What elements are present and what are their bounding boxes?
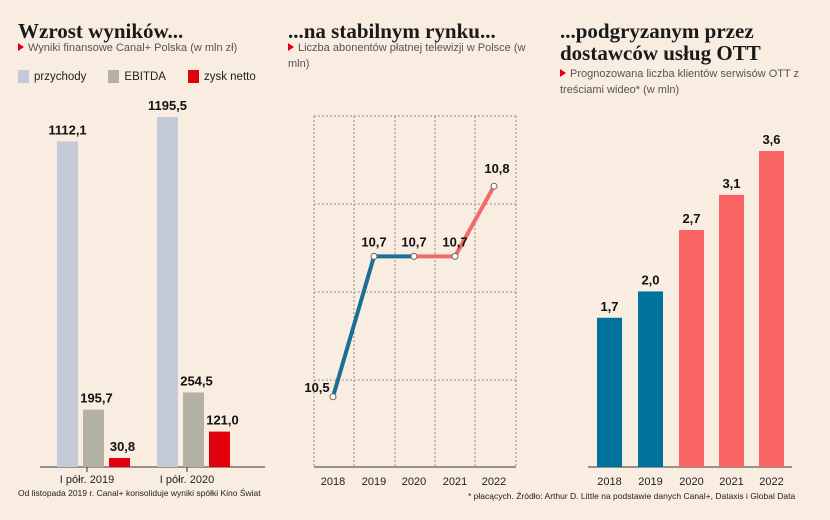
red-triangle-icon	[288, 43, 294, 52]
legend-swatch-ebitda	[108, 70, 120, 83]
chart3-x-label: 2021	[719, 476, 743, 488]
panel2-title: ...na stabilnym rynku...	[288, 19, 496, 43]
legend-item-ebitda: EBITDA	[108, 70, 166, 83]
red-triangle-icon	[18, 43, 24, 52]
chart3-value-label: 2,7	[682, 211, 700, 226]
chart1-value-label: 195,7	[80, 391, 113, 406]
chart2-x-label: 2021	[443, 476, 467, 488]
chart1-bar-przychody-0	[57, 141, 78, 467]
panel1-legend: przychody EBITDA zysk netto	[18, 70, 278, 83]
chart1-value-label: 254,5	[180, 373, 213, 388]
chart2-point-2019	[370, 252, 378, 260]
panel3-subtitle-text: Prognozowana liczba klientów serwisów OT…	[560, 68, 800, 96]
chart2-x-label: 2018	[321, 476, 345, 488]
chart3-bar-2020	[679, 230, 704, 467]
chart1-bar-zysk-netto-0	[109, 457, 130, 467]
panel2-subtitle-text: Liczba abonentów płatnej telewizji w Pol…	[288, 42, 526, 70]
legend-label-revenue: przychody	[34, 70, 87, 83]
chart1-value-label: 1112,1	[48, 122, 86, 137]
chart3-value-label: 1,7	[600, 299, 618, 314]
panel3-title-line2: dostawców usług OTT	[560, 41, 761, 65]
legend-swatch-net-profit	[187, 70, 199, 83]
chart1-bar-zysk-netto-1	[209, 431, 230, 467]
chart2-point-2020	[410, 252, 418, 260]
chart2-value-label: 10,8	[484, 161, 509, 176]
chart1-category-label: I półr. 2020	[160, 474, 214, 486]
chart3-value-label: 2,0	[641, 272, 659, 287]
chart3-bar-2019	[638, 291, 663, 467]
legend-item-revenue: przychody	[18, 70, 86, 83]
legend-label-net-profit: zysk netto	[203, 70, 256, 83]
chart2-value-label: 10,7	[361, 234, 386, 249]
chart3-bar-2018	[597, 317, 622, 467]
chart2-x-label: 2020	[402, 476, 426, 488]
chart2-x-label: 2022	[482, 476, 506, 488]
chart3-value-label: 3,6	[762, 132, 780, 147]
panel3-title-line1: ...podgryzanym przez	[560, 19, 754, 43]
chart3-x-label: 2019	[638, 476, 662, 488]
chart1-value-label: 1195,5	[148, 98, 187, 113]
chart2-line-segment-0	[331, 254, 376, 399]
chart2-value-label: 10,7	[401, 234, 426, 249]
chart2-value-label: 10,7	[442, 234, 467, 249]
chart2-point-2018	[329, 393, 337, 401]
panel2-subtitle: Liczba abonentów płatnej telewizji w Pol…	[288, 40, 543, 72]
chart3-x-label: 2020	[679, 476, 703, 488]
chart2-line-segment-3	[453, 184, 496, 259]
panel3-subtitle: Prognozowana liczba klientów serwisów OT…	[560, 66, 800, 98]
red-triangle-icon	[560, 69, 566, 78]
chart3-bar-2021	[719, 194, 744, 467]
chart1-value-label: 30,8	[110, 439, 135, 454]
chart2-point-2022	[490, 182, 498, 190]
chart2-x-label: 2019	[362, 476, 386, 488]
panel1-subtitle: Wyniki finansowe Canal+ Polska (w mln zł…	[18, 40, 237, 56]
legend-item-net-profit: zysk netto	[187, 70, 256, 83]
chart1-bar-przychody-1	[157, 117, 178, 467]
chart2-point-2021	[451, 252, 459, 260]
chart3-bar-2022	[759, 151, 784, 467]
chart1-value-label: 121,0	[206, 413, 239, 428]
chart3-x-label: 2018	[597, 476, 621, 488]
chart1-category-label: I półr. 2019	[60, 474, 114, 486]
panel1-footnote: Od listopada 2019 r. Canal+ konsoliduje …	[18, 488, 261, 498]
panel1-subtitle-text: Wyniki finansowe Canal+ Polska (w mln zł…	[28, 42, 238, 54]
chart1-bar-EBITDA-0	[83, 409, 104, 467]
chart2-value-label: 10,5	[304, 380, 329, 395]
panel3-footnote: * płacących. Źródło: Arthur D. Little na…	[468, 491, 796, 501]
legend-swatch-revenue	[18, 70, 29, 83]
chart3-value-label: 3,1	[722, 176, 740, 191]
chart1-bar-EBITDA-1	[183, 392, 204, 467]
legend-label-ebitda: EBITDA	[124, 70, 166, 83]
chart3-x-label: 2022	[759, 476, 783, 488]
panel1-title: Wzrost wyników...	[18, 19, 184, 43]
